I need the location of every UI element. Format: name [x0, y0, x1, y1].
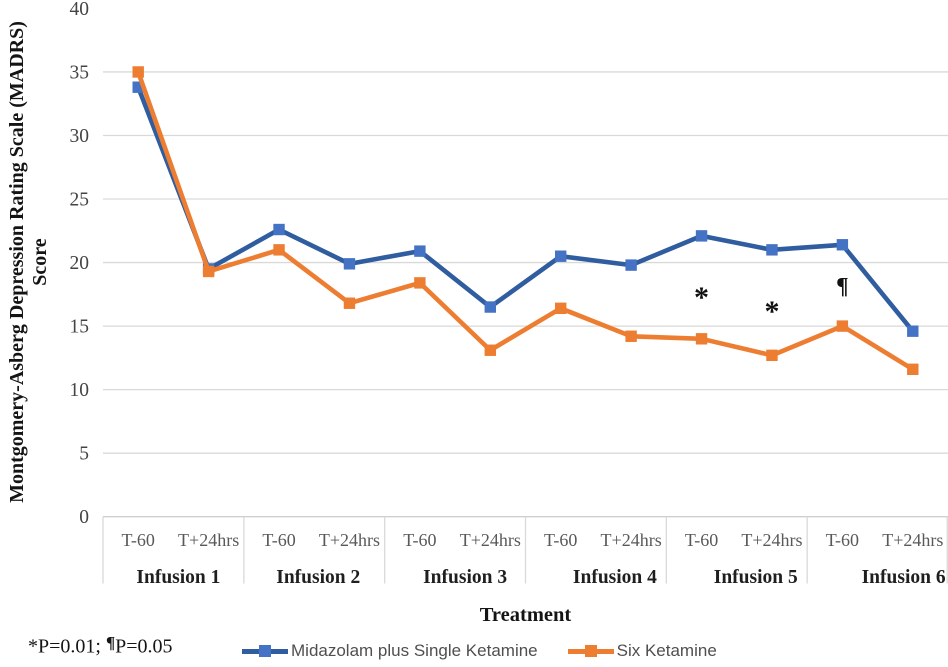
data-point-marker: [202, 265, 215, 278]
y-tick-label: 30: [70, 126, 90, 147]
data-point-marker: [132, 81, 144, 93]
data-point-marker: [555, 302, 567, 315]
data-point-marker: [273, 244, 285, 256]
legend-item-midazolam: Midazolam plus Single Ketamine: [242, 641, 538, 661]
data-point-marker: [625, 330, 637, 342]
data-point-marker: [484, 344, 496, 356]
data-point-marker: [414, 245, 426, 257]
y-axis-title: Montgomery-Asberg Depression Rating Scal…: [6, 2, 52, 522]
y-tick-label: 20: [70, 253, 90, 274]
legend-label-six-ketamine: Six Ketamine: [616, 641, 717, 660]
data-point-marker: [343, 297, 356, 309]
x-axis-title: Treatment: [479, 604, 572, 626]
y-axis-title-line2: Score: [29, 238, 51, 286]
annotation-asterisk: *: [764, 295, 779, 328]
series-line-midazolam: [136, 86, 915, 333]
data-point-marker: [132, 66, 144, 78]
category-label: T-60: [544, 530, 577, 550]
footnote-star-part: *P=0.01;: [28, 635, 101, 658]
data-point-marker: [695, 333, 708, 345]
category-label: T-60: [262, 530, 295, 550]
group-label: Infusion 2: [276, 567, 360, 588]
legend-item-six-ketamine: Six Ketamine: [567, 641, 717, 661]
category-label: T-60: [826, 530, 859, 550]
footnote-pilcrow: ¶: [105, 633, 116, 652]
y-tick-label: 25: [70, 190, 90, 211]
legend-swatch-six-ketamine: [567, 645, 614, 658]
legend-square-marker-icon: [259, 645, 271, 657]
data-point-marker: [766, 349, 778, 362]
data-point-marker: [273, 223, 285, 236]
data-point-marker: [836, 239, 849, 251]
data-point-marker: [766, 244, 778, 256]
category-label: T+24hrs: [601, 530, 662, 550]
group-label: Infusion 5: [714, 567, 798, 588]
footnote: *P=0.01; ¶P=0.05: [28, 630, 173, 659]
y-tick-label: 0: [79, 507, 89, 528]
y-tick-label: 40: [70, 0, 90, 20]
group-label: Infusion 6: [862, 567, 946, 588]
category-label: T+24hrs: [319, 530, 380, 550]
plot-area: 0 5 10 15 20 25 30 35 40 T-60 T+24hrs T-60 T+24hrs T-…: [70, 0, 948, 588]
category-label: T+24hrs: [460, 530, 521, 550]
y-tick-label: 10: [70, 380, 90, 401]
data-point-marker: [836, 320, 849, 332]
data-point-marker: [343, 258, 356, 270]
category-label: T-60: [122, 530, 155, 550]
category-label: T+24hrs: [178, 530, 239, 550]
legend-swatch-midazolam: [242, 645, 288, 658]
series-line-six-ketamine: [136, 71, 914, 372]
y-tick-label: 35: [70, 62, 90, 83]
data-point-marker: [414, 277, 426, 289]
y-axis-title-line1: Montgomery-Asberg Depression Rating Scal…: [6, 21, 28, 503]
y-tick-label: 15: [70, 317, 90, 338]
legend-square-marker-icon: [584, 645, 597, 657]
category-label: T+24hrs: [882, 530, 943, 550]
group-label: Infusion 4: [573, 567, 657, 588]
annotation-asterisk: *: [694, 281, 709, 314]
legend: Midazolam plus Single Ketamine Six Ketam…: [242, 641, 717, 661]
data-point-marker: [484, 301, 496, 313]
group-label: Infusion 1: [136, 567, 220, 588]
category-label: T+24hrs: [741, 530, 802, 550]
data-point-marker: [907, 363, 919, 375]
group-label: Infusion 3: [423, 567, 507, 588]
data-point-marker: [907, 325, 919, 337]
annotation-pilcrow: ¶: [836, 273, 848, 298]
legend-label-midazolam: Midazolam plus Single Ketamine: [291, 641, 538, 660]
data-point-marker: [625, 259, 637, 271]
data-point-marker: [555, 250, 567, 262]
data-point-marker: [695, 230, 708, 242]
category-label: T-60: [403, 530, 436, 550]
y-tick-label: 5: [79, 444, 89, 465]
footnote-rest-part: P=0.05: [115, 635, 173, 658]
category-label: T-60: [685, 530, 718, 550]
